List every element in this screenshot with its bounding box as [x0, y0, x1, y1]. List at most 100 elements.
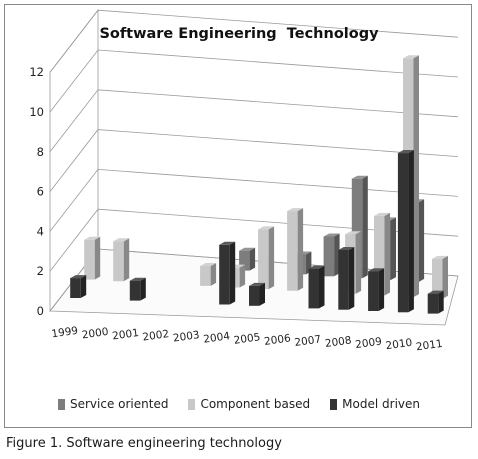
- bar-front: [397, 153, 409, 313]
- bar-top: [345, 231, 362, 235]
- bar-front: [219, 244, 230, 305]
- bar-top: [239, 247, 256, 251]
- bar-top: [200, 263, 217, 266]
- x-tick-label: 2006: [263, 332, 291, 348]
- bar-top: [84, 236, 101, 240]
- y-tick-label: 10: [29, 105, 44, 119]
- x-tick-label: 2002: [142, 328, 170, 344]
- bar-component-based-1999: [84, 236, 101, 280]
- bar-model-driven-2005: [249, 282, 265, 306]
- bar-top: [397, 150, 414, 154]
- bar-front: [323, 236, 335, 277]
- bar-side: [348, 247, 355, 310]
- bar-side: [418, 199, 425, 282]
- bar-front: [427, 293, 439, 314]
- bar-side: [408, 150, 414, 313]
- bar-front: [287, 211, 298, 291]
- bar-front: [338, 250, 349, 310]
- bar-top: [368, 268, 385, 272]
- bar-side: [413, 55, 419, 298]
- bar-service-oriented-2007: [323, 233, 340, 277]
- x-tick-label: 2004: [203, 330, 231, 346]
- chart-legend: Service oriented Component based Model d…: [0, 397, 478, 411]
- bar-top: [351, 175, 368, 179]
- bar-front: [308, 268, 319, 309]
- bar-model-driven-2010: [397, 150, 414, 313]
- chart-frame: [4, 4, 472, 428]
- bar-top: [249, 282, 265, 286]
- bar-side: [80, 275, 87, 298]
- legend-label: Model driven: [342, 397, 420, 411]
- x-tick-label: 1999: [51, 325, 79, 341]
- legend-label: Component based: [200, 397, 311, 411]
- bar-top: [70, 275, 87, 279]
- legend-label: Service oriented: [69, 397, 169, 411]
- chart-title: Software Engineering Technology: [99, 26, 379, 42]
- bar-side: [378, 268, 385, 311]
- legend-item-component-based: Component based: [188, 397, 310, 411]
- bar-model-driven-1999: [70, 275, 87, 298]
- y-tick-label: 12: [29, 65, 44, 79]
- x-tick-label: 2007: [294, 333, 322, 349]
- bar-component-based-2006: [287, 208, 304, 291]
- bar-front: [374, 215, 385, 296]
- x-tick-label: 2001: [112, 327, 140, 343]
- bar-side: [210, 263, 217, 286]
- bar-top: [287, 208, 304, 212]
- bar-model-driven-2009: [368, 268, 385, 311]
- gridline: [49, 168, 459, 232]
- y-axis-ticks: 0 2 4 6 8 10 12: [29, 9, 459, 318]
- legend-item-service-oriented: Service oriented: [57, 397, 169, 411]
- bar-model-driven-2004: [219, 241, 236, 305]
- bar-top: [374, 212, 390, 216]
- x-tick-label: 2010: [385, 337, 413, 353]
- bar-side: [438, 290, 444, 314]
- bar-top: [129, 277, 146, 281]
- bar-model-driven-2001: [129, 277, 146, 301]
- bar-front: [351, 178, 363, 279]
- bar-front: [258, 229, 269, 290]
- bar-component-based-2000: [113, 238, 130, 282]
- y-tick-label: 4: [37, 224, 44, 238]
- legend-swatch: [330, 398, 338, 410]
- bar-top: [258, 226, 275, 230]
- bar-top: [308, 265, 325, 269]
- bar-front: [432, 258, 443, 299]
- bar-side: [239, 264, 246, 288]
- gridline: [49, 49, 459, 113]
- bar-top: [432, 255, 448, 259]
- x-tick-label: 2005: [233, 331, 261, 347]
- bar-side: [268, 226, 275, 290]
- x-tick-label: 2011: [415, 338, 443, 354]
- bar-side: [94, 236, 101, 280]
- bar-top: [427, 290, 444, 294]
- y-tick-label: 0: [37, 304, 44, 318]
- legend-swatch: [57, 398, 65, 410]
- bar-front: [200, 266, 211, 286]
- bar-side: [123, 238, 130, 282]
- bar-side: [384, 212, 390, 296]
- bar-top: [113, 238, 130, 242]
- bar-front: [129, 280, 141, 301]
- bar-side: [249, 247, 256, 271]
- chart-bars: [70, 55, 448, 314]
- x-tick-label: 2003: [172, 329, 200, 345]
- x-tick-label: 2009: [355, 336, 383, 352]
- gridline: [49, 89, 459, 153]
- bar-front: [84, 239, 95, 280]
- bar-side: [319, 265, 325, 309]
- x-tick-label: 2008: [324, 334, 352, 350]
- bar-model-driven-2007: [308, 265, 325, 309]
- bar-component-based-2009: [374, 212, 390, 296]
- bar-side: [442, 255, 448, 299]
- bar-component-based-2003: [200, 263, 217, 286]
- bar-top: [403, 55, 419, 59]
- x-tick-label: 2000: [81, 326, 109, 342]
- x-axis-ticks: 1999 2000 2001 2002 2003 2004 2005 2006 2007 2008…: [51, 325, 444, 354]
- bar-side: [390, 217, 396, 281]
- y-tick-label: 8: [37, 145, 44, 159]
- bar-side: [362, 175, 368, 279]
- bar-model-driven-2008: [338, 247, 355, 310]
- bar-top: [323, 233, 340, 237]
